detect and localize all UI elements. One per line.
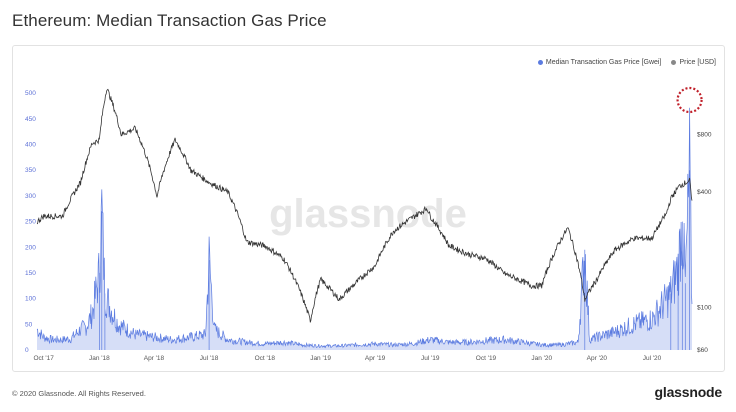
right-tick-label: $60	[697, 347, 708, 354]
x-tick-label: Apr '20	[587, 355, 608, 362]
left-tick-label: 450	[25, 116, 36, 123]
x-axis-ticks: Oct '17 Jan '18 Apr '18 Jul '18 Oct '18 Jan '…	[33, 355, 661, 362]
legend-price-dot-icon	[671, 60, 677, 65]
right-tick-label: $100	[697, 305, 712, 312]
legend-item-price[interactable]: Price [USD]	[671, 59, 716, 66]
x-tick-label: Oct '18	[255, 355, 276, 362]
price-series-line	[36, 88, 693, 323]
x-tick-label: Jan '20	[531, 355, 552, 362]
left-tick-label: 150	[25, 270, 36, 277]
left-tick-label: 400	[25, 142, 36, 149]
page-title: Ethereum: Median Transaction Gas Price	[12, 11, 327, 30]
legend-item-gas[interactable]: Median Transaction Gas Price [Gwei]	[537, 59, 662, 66]
left-tick-label: 50	[25, 321, 33, 328]
right-axis-ticks: $60 $100 $400 $800	[697, 132, 712, 354]
x-tick-label: Jan '19	[310, 355, 331, 362]
right-tick-label: $400	[697, 189, 712, 196]
left-tick-label: 500	[25, 90, 36, 97]
left-axis-ticks: 0 50 100 150 200 250 300 350 400 450 500	[25, 90, 36, 354]
left-tick-label: 0	[25, 347, 29, 354]
x-tick-label: Jan '18	[89, 355, 110, 362]
footer-logo: glassnode	[654, 384, 723, 400]
x-tick-label: Apr '19	[365, 355, 386, 362]
chart-frame	[12, 45, 725, 372]
x-tick-label: Oct '19	[476, 355, 497, 362]
highlight-circle	[676, 86, 703, 114]
left-tick-label: 200	[25, 244, 36, 251]
x-tick-label: Jul '19	[421, 355, 440, 362]
gas-series-area	[37, 107, 692, 350]
gas-series-line	[36, 107, 693, 350]
footer-copyright: © 2020 Glassnode. All Rights Reserved.	[12, 389, 146, 398]
legend-price-label: Price [USD]	[679, 59, 716, 66]
left-tick-label: 250	[25, 219, 36, 226]
x-tick-label: Apr '18	[144, 355, 165, 362]
x-tick-label: Jul '18	[200, 355, 219, 362]
left-tick-label: 300	[25, 193, 36, 200]
legend-gas-dot-icon	[537, 60, 543, 65]
legend-gas-label: Median Transaction Gas Price [Gwei]	[545, 59, 662, 66]
watermark: glassnode	[269, 192, 467, 236]
right-tick-label: $800	[697, 132, 712, 139]
left-tick-label: 350	[25, 167, 36, 174]
x-tick-label: Oct '17	[33, 355, 54, 362]
left-tick-label: 100	[25, 296, 36, 303]
chart-legend: Median Transaction Gas Price [Gwei] Pric…	[537, 59, 716, 66]
x-tick-label: Jul '20	[643, 355, 662, 362]
